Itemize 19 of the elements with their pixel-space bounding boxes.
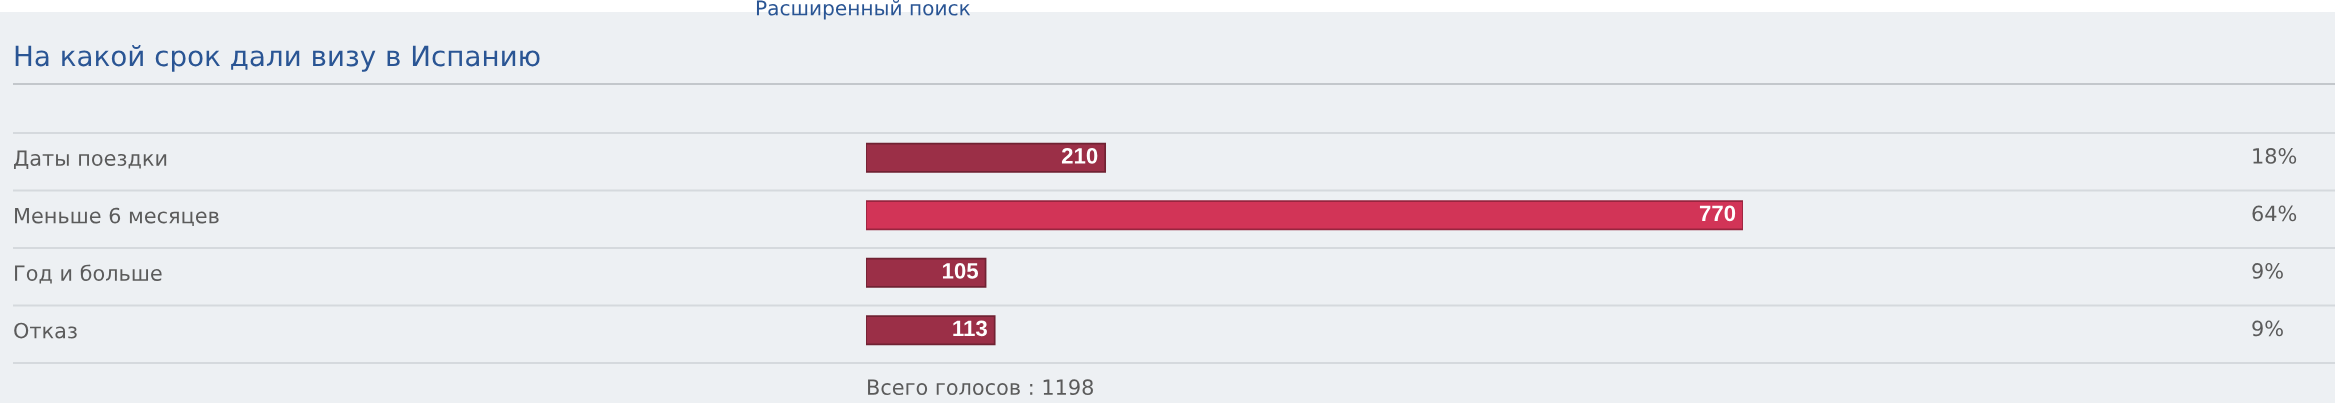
data-label: 770 [1699, 205, 1736, 222]
y-tick-label: Год и больше [15, 264, 162, 284]
text: 9% [2252, 320, 2283, 337]
data-label: 210 [1061, 147, 1098, 164]
bar [866, 315, 996, 346]
y-tick-label: Даты поездки [14, 150, 167, 169]
text: 18% [2253, 148, 2297, 164]
bar [866, 142, 1107, 173]
text: Расширенный поиск [756, 0, 971, 20]
text: 64% [2252, 205, 2297, 222]
text: Всего голосов : 1198 [868, 379, 1093, 396]
bar [866, 257, 987, 288]
data-label: 113 [953, 320, 987, 337]
y-tick-label: Отказ [14, 322, 77, 339]
text: На какой срок дали визу в Испанию [15, 45, 540, 72]
bar [866, 200, 1743, 231]
text: 9% [2252, 263, 2283, 279]
y-tick-label: Меньше 6 месяцев [15, 207, 219, 227]
data-label: 105 [942, 262, 979, 279]
